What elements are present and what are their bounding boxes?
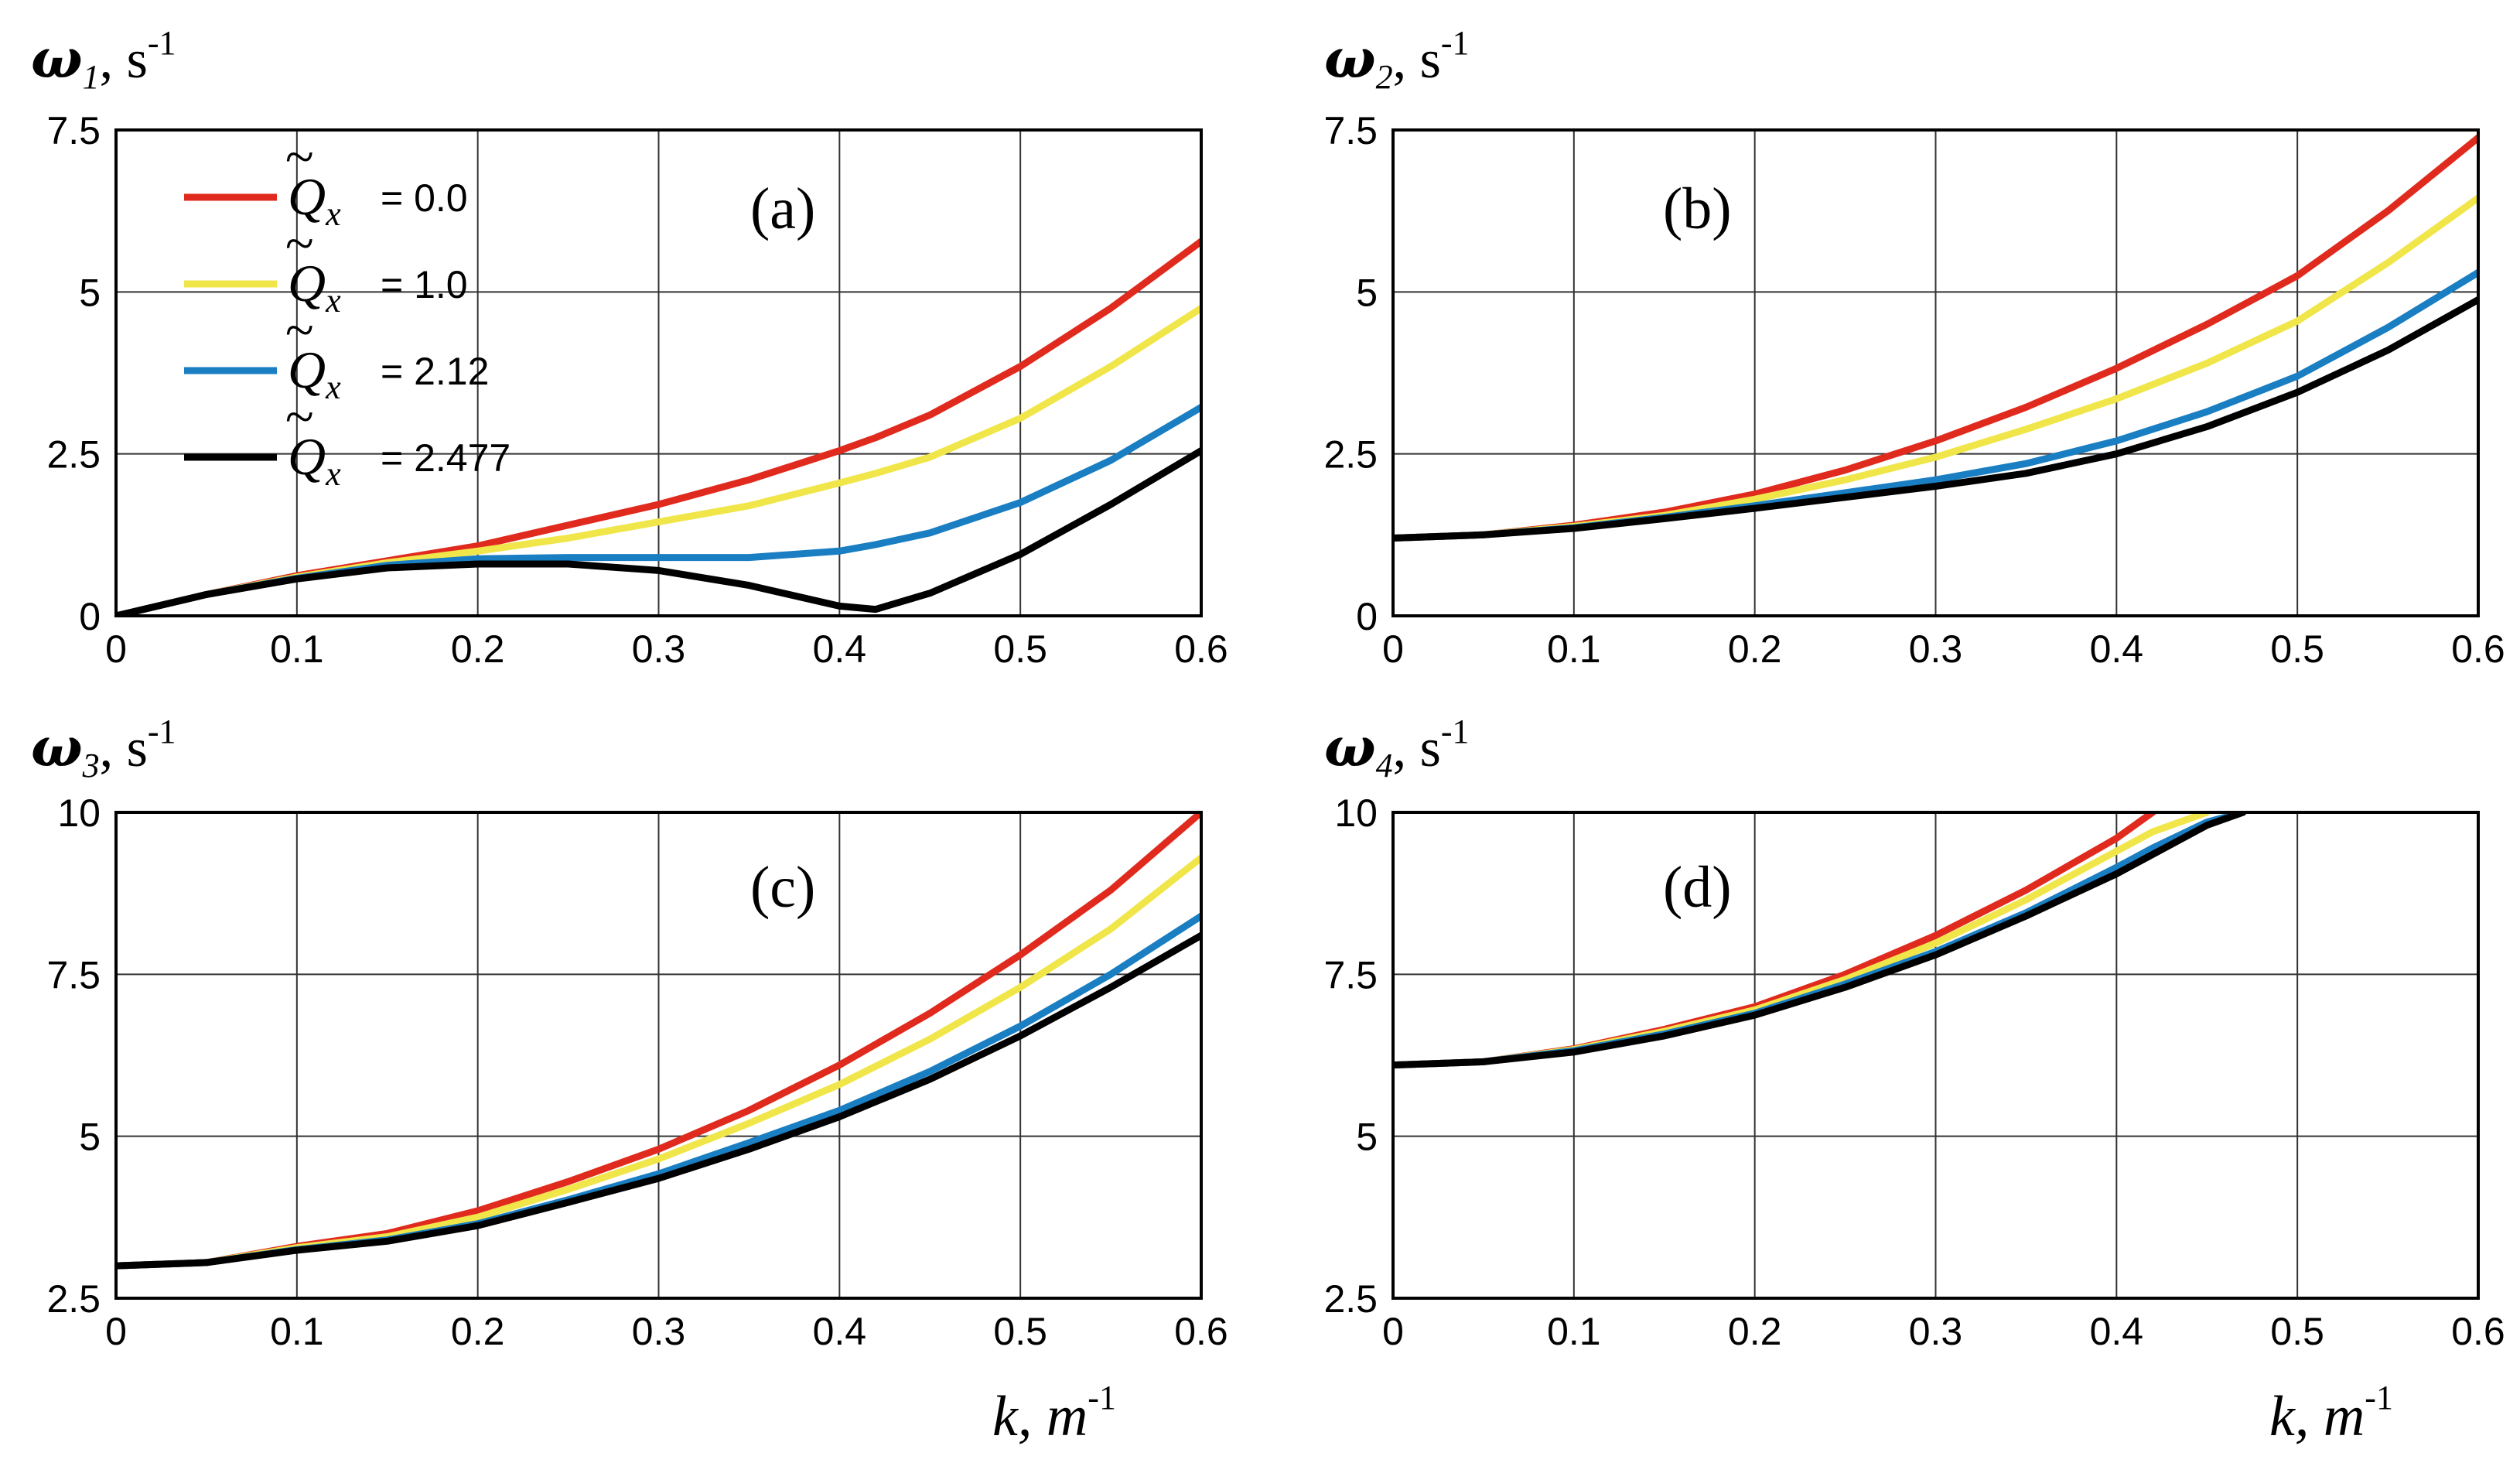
y-tick-label: 7.5: [1323, 109, 1378, 152]
x-tick-label: 0.5: [993, 1310, 1047, 1353]
y-tick-label: 2.5: [1323, 433, 1378, 477]
legend-item: ~Qx = 1.0: [184, 214, 468, 320]
x-tick-label: 0.3: [1909, 627, 1963, 671]
x-tick-label: 0.1: [270, 1310, 324, 1353]
panel-d: 0 0.1 0.2 0.3 0.4 0.5 0.6 2.5 5 7.5 10 ω4, s-1 (d) k,…: [1323, 713, 2505, 1448]
legend-item: ~Qx = 2.477: [184, 387, 510, 493]
x-tick-label: 0.6: [1174, 627, 1228, 671]
panel-c: 0 0.1 0.2 0.3 0.4 0.5 0.6 2.5 5 7.5 10 ω3, s-1 (c) k,…: [31, 713, 1228, 1448]
series-group-b: [1393, 134, 2478, 542]
series-line-d-0: [1393, 812, 2156, 1069]
y-axis-label-b: ω2, s-1: [1324, 24, 1470, 96]
y-tick-label: 7.5: [46, 109, 101, 152]
legend-symbol: Qx: [288, 427, 341, 493]
x-tick-label: 0.2: [451, 1310, 505, 1353]
x-tick-label: 0.5: [2270, 627, 2324, 671]
plot-frame-a: [114, 128, 1203, 617]
plot-frame-b: [1391, 128, 2480, 617]
series-group-d: [1393, 812, 2247, 1069]
plot-frame-d: [1391, 811, 2480, 1300]
series-line-a-3: [116, 447, 1201, 616]
panel-label-b: (b): [1663, 176, 1732, 241]
x-axis-label-d: k, m-1: [2269, 1379, 2393, 1448]
y-tick-label: 5: [1356, 1116, 1378, 1159]
x-tick-label: 0.4: [2090, 627, 2144, 671]
y-tick-label: 2.5: [46, 1277, 101, 1321]
x-tick-label: 0.5: [993, 627, 1047, 671]
legend-value: = 2.12: [381, 350, 489, 393]
series-line-b-3: [1393, 296, 2478, 542]
series-line-d-1: [1393, 812, 2211, 1069]
panel-label-c: (c): [750, 855, 815, 920]
legend-item: ~Qx = 0.0: [184, 127, 468, 233]
x-tick-label: 0.4: [813, 1310, 867, 1353]
series-group-c: [116, 812, 1201, 1270]
legend: ~Qx = 0.0~Qx = 1.0~Qx = 2.12~Qx = 2.477: [184, 127, 510, 493]
series-line-d-3: [1393, 812, 2247, 1069]
x-tick-label: 0.3: [632, 627, 686, 671]
x-tick-label: 0.6: [2451, 627, 2505, 671]
panel-b: 0 0.1 0.2 0.3 0.4 0.5 0.6 0 2.5 5 7.5 ω2, s-1 (b): [1323, 24, 2505, 671]
y-tick-label: 2.5: [1323, 1277, 1378, 1321]
x-tick-label: 0.3: [632, 1310, 686, 1353]
y-tick-label: 10: [1334, 791, 1378, 835]
y-tick-label: 10: [57, 791, 101, 835]
legend-symbol: Qx: [288, 254, 341, 320]
panel-label-a: (a): [750, 176, 815, 241]
y-tick-label: 7.5: [1323, 953, 1378, 996]
legend-tilde: ~: [285, 387, 313, 446]
legend-tilde: ~: [285, 300, 313, 359]
x-tick-label: 0: [1382, 1310, 1404, 1353]
x-tick-label: 0.6: [2451, 1310, 2505, 1353]
y-tick-label: 5: [79, 1116, 101, 1159]
x-tick-label: 0: [1382, 627, 1404, 671]
y-tick-label: 5: [79, 271, 101, 314]
x-tick-label: 0.3: [1909, 1310, 1963, 1353]
legend-value: = 1.0: [381, 263, 468, 306]
y-tick-label: 0: [79, 595, 101, 638]
x-axis-label-c: k, m-1: [992, 1379, 1116, 1448]
x-tick-label: 0: [105, 1310, 127, 1353]
x-tick-label: 0.6: [1174, 1310, 1228, 1353]
legend-value: = 0.0: [381, 176, 468, 220]
legend-item: ~Qx = 2.12: [184, 300, 489, 406]
x-tick-label: 0.2: [1728, 1310, 1782, 1353]
x-tick-label: 0: [105, 627, 127, 671]
x-tick-label: 0.2: [1728, 627, 1782, 671]
legend-tilde: ~: [285, 127, 313, 186]
y-axis-label-c: ω3, s-1: [31, 713, 176, 784]
x-tick-label: 0.2: [451, 627, 505, 671]
plot-frame-c: [114, 811, 1203, 1300]
x-tick-label: 0.4: [813, 627, 867, 671]
series-line-c-3: [116, 931, 1201, 1270]
legend-symbol: Qx: [288, 340, 341, 406]
legend-symbol: Qx: [288, 167, 341, 233]
series-group-a: [116, 238, 1201, 616]
panel-label-d: (d): [1663, 855, 1732, 920]
y-tick-label: 2.5: [46, 433, 101, 477]
x-tick-label: 0.1: [1547, 627, 1601, 671]
y-tick-label: 7.5: [46, 953, 101, 996]
legend-tilde: ~: [285, 214, 313, 272]
x-tick-label: 0.1: [270, 627, 324, 671]
y-axis-label-a: ω1, s-1: [31, 24, 176, 96]
y-tick-label: 0: [1356, 595, 1378, 638]
x-tick-label: 0.4: [2090, 1310, 2144, 1353]
x-tick-label: 0.5: [2270, 1310, 2324, 1353]
x-tick-label: 0.1: [1547, 1310, 1601, 1353]
y-tick-label: 5: [1356, 271, 1378, 314]
legend-value: = 2.477: [381, 436, 510, 480]
panel-a: 0 0.1 0.2 0.3 0.4 0.5 0.6 0 2.5 5 7.5 ω1, s-1 (a): [31, 24, 1228, 671]
y-axis-label-d: ω4, s-1: [1324, 713, 1470, 784]
